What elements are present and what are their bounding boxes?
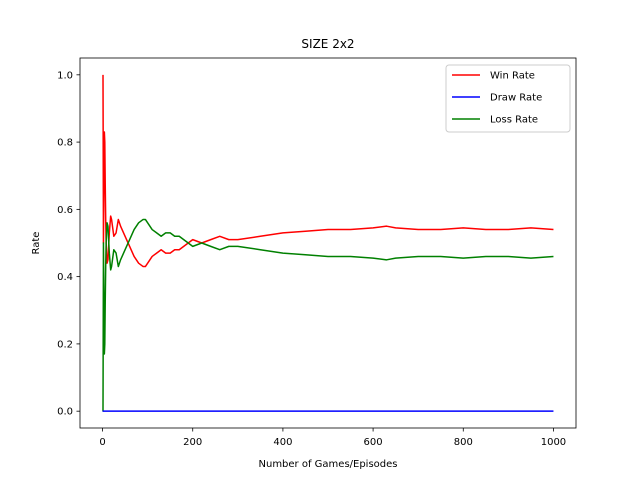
x-tick-label: 400 xyxy=(273,437,292,448)
legend: Win Rate Draw Rate Loss Rate xyxy=(445,64,571,133)
y-tick-label: 0.6 xyxy=(57,205,73,216)
x-tick-label: 600 xyxy=(364,437,383,448)
legend-entries: Win Rate Draw Rate Loss Rate xyxy=(452,71,542,126)
y-tick-label: 0.4 xyxy=(57,272,73,283)
plot-frame xyxy=(79,57,577,429)
x-tick-label: 800 xyxy=(454,437,473,448)
x-axis-label: Number of Games/Episodes xyxy=(259,459,398,470)
x-axis-ticks: 0 200 400 600 800 1000 xyxy=(99,428,566,448)
y-tick-label: 0.2 xyxy=(57,339,73,350)
y-tick-label: 0.0 xyxy=(57,407,73,418)
legend-label-win-rate: Win Rate xyxy=(490,71,535,82)
y-axis-label: Rate xyxy=(31,232,42,255)
legend-label-draw-rate: Draw Rate xyxy=(490,93,542,104)
x-tick-label: 200 xyxy=(183,437,202,448)
chart-title: SIZE 2x2 xyxy=(301,37,354,51)
series-layer xyxy=(102,74,554,412)
y-tick-label: 0.8 xyxy=(57,138,73,149)
legend-box xyxy=(445,64,571,133)
x-tick-label: 0 xyxy=(99,437,105,448)
x-tick-label: 1000 xyxy=(541,437,566,448)
loss-rate-line xyxy=(102,218,554,412)
y-axis-ticks: 0.0 0.2 0.4 0.6 0.8 1.0 xyxy=(57,70,80,418)
legend-label-loss-rate: Loss Rate xyxy=(490,115,538,126)
y-tick-label: 1.0 xyxy=(57,70,73,81)
win-rate-line xyxy=(102,74,554,268)
